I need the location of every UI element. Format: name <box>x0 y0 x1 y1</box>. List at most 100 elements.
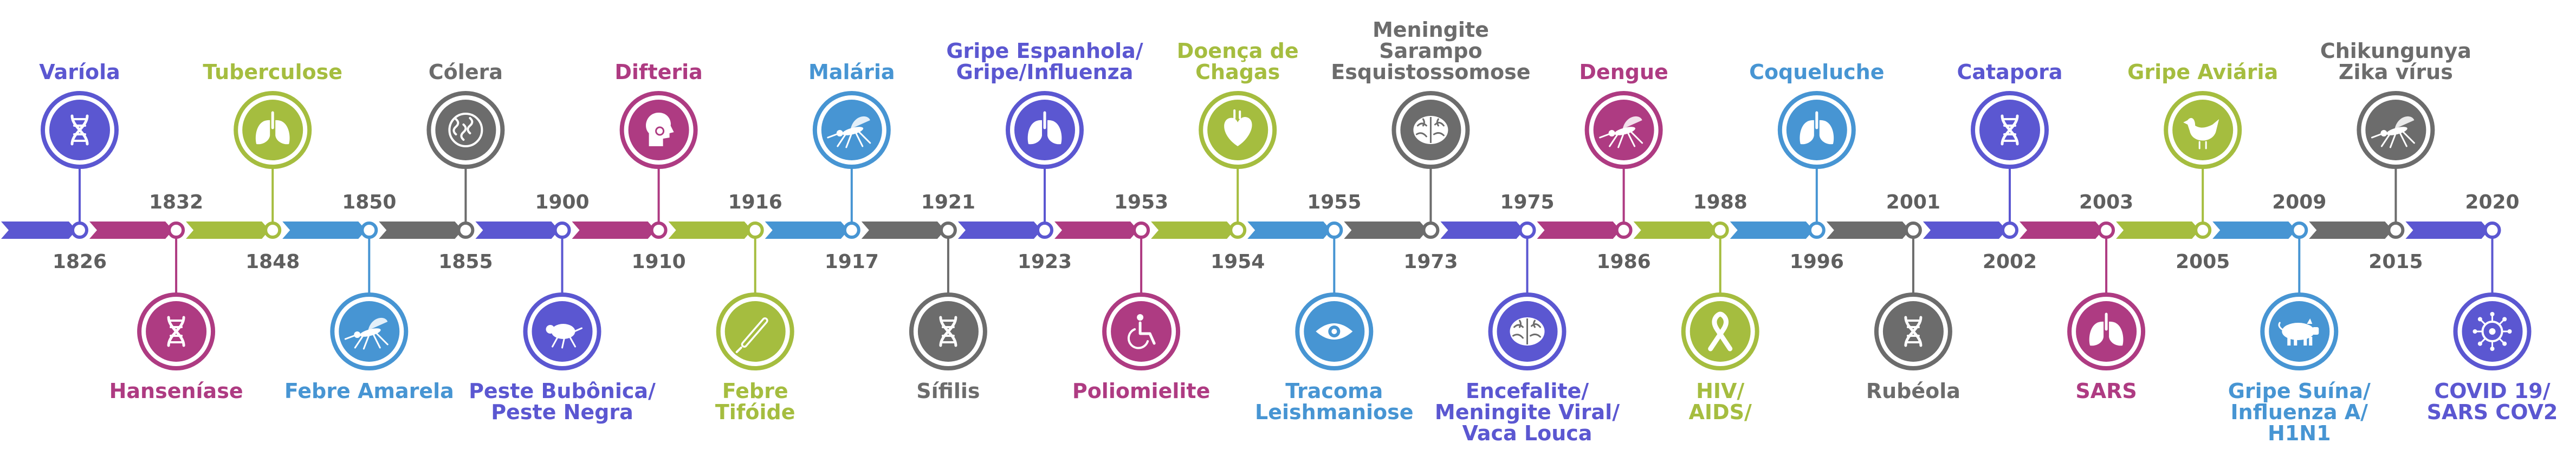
disease-label-line: Gripe Espanhola/ <box>946 39 1143 63</box>
timeline-marker <box>71 222 88 239</box>
timeline-event: 1832 Hanseníase <box>109 191 243 403</box>
lungs-icon <box>255 111 290 145</box>
mosquito-icon <box>344 317 389 350</box>
timeline-segment <box>2405 222 2489 239</box>
disease-label-line: H1N1 <box>2268 421 2331 445</box>
disease-label: Tuberculose <box>203 60 342 84</box>
disease-label: Doença de Chagas <box>1177 39 1299 84</box>
timeline-marker <box>1422 222 1440 239</box>
timeline-event: 1923 Gripe Espanhola/Gripe/Influenza <box>946 39 1143 273</box>
timeline-marker <box>360 222 378 239</box>
timeline-segment <box>1633 222 1717 239</box>
timeline-segment <box>2212 222 2296 239</box>
event-year: 2009 <box>2272 191 2326 213</box>
timeline-marker <box>264 222 282 239</box>
timeline-event: 2003 SARS <box>2067 191 2146 403</box>
dna-icon <box>70 114 89 146</box>
event-year: 1996 <box>1790 251 1844 273</box>
icon-disc <box>2076 301 2137 362</box>
timeline-event: 1910 Difteria <box>614 60 702 273</box>
timeline-event: 1921 Sífilis <box>909 191 987 403</box>
timeline-segment <box>1151 222 1235 239</box>
timeline-marker <box>1808 222 1826 239</box>
flea-icon <box>546 324 582 349</box>
disease-label: Hanseníase <box>109 379 243 403</box>
disease-label-line: Cólera <box>429 60 503 84</box>
ribbon-icon <box>1708 311 1733 351</box>
timeline-segment <box>475 222 559 239</box>
timeline-segment <box>186 222 270 239</box>
timeline-segment <box>1923 222 2007 239</box>
event-year: 2020 <box>2465 191 2519 213</box>
disease-label: Febre Amarela <box>284 379 454 403</box>
disease-label: HIV/AIDS/ <box>1689 379 1752 424</box>
event-year: 1917 <box>825 251 879 273</box>
disease-label-line: Difteria <box>614 60 702 84</box>
timeline-event: 1953 Poliomielite <box>1072 191 1211 403</box>
timeline-marker <box>2001 222 2018 239</box>
disease-label-line: Dengue <box>1579 60 1668 84</box>
disease-label: Gripe Aviária <box>2127 60 2278 84</box>
event-year: 1986 <box>1596 251 1651 273</box>
event-year: 1910 <box>631 251 685 273</box>
timeline-marker <box>1325 222 1343 239</box>
throat-icon <box>646 113 674 146</box>
chicken-icon <box>2183 118 2219 149</box>
timeline-segment <box>1826 222 1910 239</box>
disease-label: Peste Bubônica/Peste Negra <box>469 379 656 424</box>
disease-label: Difteria <box>614 60 702 84</box>
disease-label: Gripe Suína/Influenza A/H1N1 <box>2228 379 2371 445</box>
mosquito-icon <box>2371 116 2415 148</box>
timeline-marker <box>2387 222 2405 239</box>
event-year: 1975 <box>1500 191 1554 213</box>
dna-icon <box>2001 114 2019 146</box>
timeline-segment <box>2309 222 2393 239</box>
timeline-segment <box>282 222 366 239</box>
disease-label-line: Peste Bubônica/ <box>469 379 656 403</box>
timeline-event: 1900 Peste Bubônica/Peste Negra <box>469 191 656 424</box>
icon-disc <box>1786 100 1847 160</box>
timeline-segment <box>668 222 752 239</box>
timeline-event: 1973 Meningite Sarampo Esquistossomose <box>1331 18 1530 273</box>
timeline-event: 2002 Catapora <box>1957 60 2062 273</box>
disease-label: Cólera <box>429 60 503 84</box>
event-year: 1953 <box>1114 191 1168 213</box>
icon-disc <box>1014 100 1075 160</box>
timeline-event: 1954 Doença de Chagas <box>1177 39 1299 273</box>
timeline-arrow-bar <box>1 222 2489 239</box>
timeline-marker <box>1036 222 1053 239</box>
disease-label-line: Meningite Viral/ <box>1435 400 1620 424</box>
event-year: 1855 <box>438 251 493 273</box>
disease-label-line: Sífilis <box>916 379 980 403</box>
disease-label-line: COVID 19/ <box>2434 379 2550 403</box>
timeline-segment <box>1054 222 1138 239</box>
event-year: 1848 <box>245 251 300 273</box>
timeline-event: 1955 Tracoma Leishmaniose <box>1255 191 1414 424</box>
timeline-event: 1988 HIV/AIDS/ <box>1681 191 1759 424</box>
timeline-segment <box>572 222 656 239</box>
dna-icon <box>167 316 185 347</box>
disease-label: Poliomielite <box>1072 379 1211 403</box>
mosquito-icon <box>1599 116 1643 148</box>
event-year: 2003 <box>2079 191 2133 213</box>
timeline-marker <box>553 222 571 239</box>
disease-label-line: Peste Negra <box>491 400 633 424</box>
timeline-event: 2001 Rubéola <box>1866 191 1960 403</box>
disease-label-line: SARS <box>2075 379 2137 403</box>
disease-label-line: Chikungunya <box>2320 39 2471 63</box>
disease-label-line: Leishmaniose <box>1255 400 1414 424</box>
pig-icon <box>2278 318 2319 346</box>
disease-label: Varíola <box>39 60 120 84</box>
timeline-marker <box>457 222 475 239</box>
icon-disc <box>242 100 303 160</box>
disease-label-line: Esquistossomose <box>1331 60 1530 84</box>
disease-label: Chikungunya Zika vírus <box>2320 39 2471 84</box>
disease-label-line: Febre <box>722 379 788 403</box>
timeline-marker <box>2194 222 2212 239</box>
disease-label-line: Zika vírus <box>2339 60 2453 84</box>
timeline-event: 1917 Malária <box>808 60 895 273</box>
disease-label-line: Sarampo <box>1379 39 1482 63</box>
timeline-marker <box>746 222 764 239</box>
timeline-segment <box>765 222 849 239</box>
disease-label: Meningite Sarampo Esquistossomose <box>1331 18 1530 84</box>
